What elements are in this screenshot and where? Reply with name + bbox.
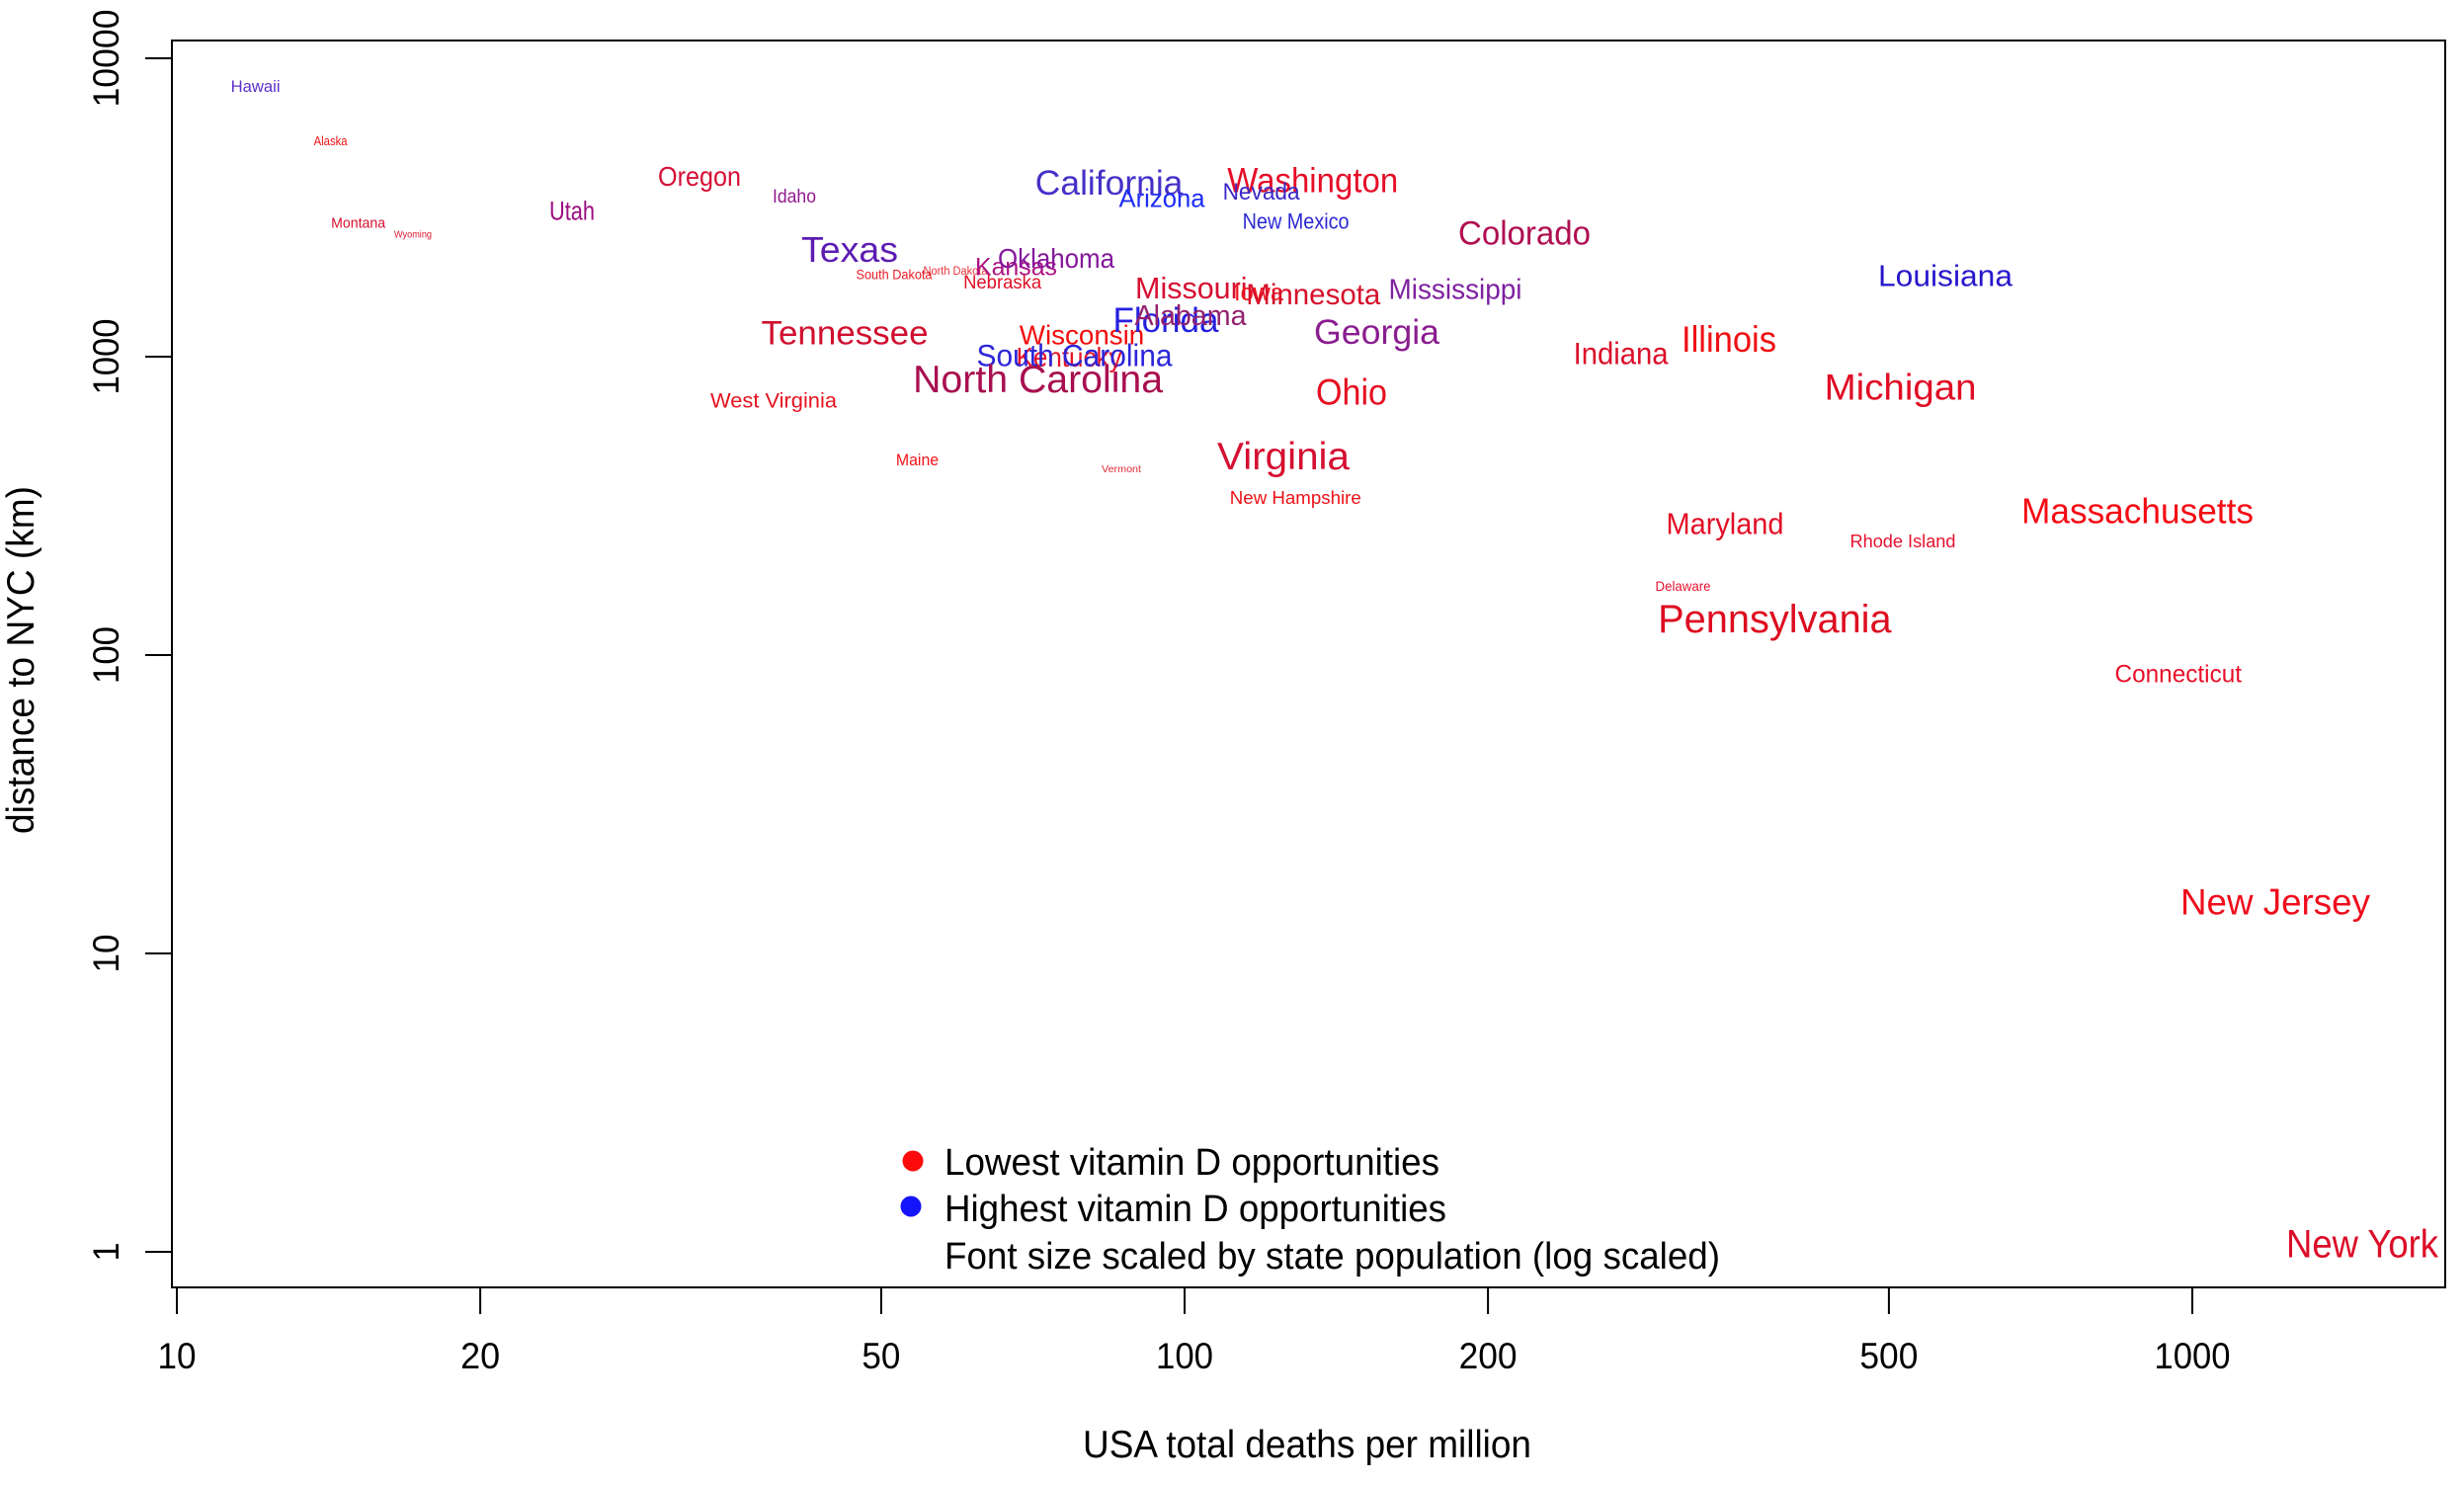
svg-text:Colorado: Colorado xyxy=(1458,215,1591,253)
svg-text:Washington: Washington xyxy=(1227,161,1398,201)
svg-text:Hawaii: Hawaii xyxy=(231,77,281,96)
svg-text:South Dakota: South Dakota xyxy=(857,267,933,283)
svg-text:Florida: Florida xyxy=(1113,300,1219,340)
svg-text:Delaware: Delaware xyxy=(1656,578,1711,594)
svg-text:Massachusetts: Massachusetts xyxy=(2021,490,2254,531)
svg-text:Oklahoma: Oklahoma xyxy=(998,243,1115,274)
svg-text:Connecticut: Connecticut xyxy=(2115,661,2243,689)
svg-text:100: 100 xyxy=(86,626,126,684)
svg-text:Highest vitamin D opportunitie: Highest vitamin D opportunities xyxy=(945,1189,1446,1230)
svg-text:10: 10 xyxy=(86,935,126,973)
svg-text:Virginia: Virginia xyxy=(1217,436,1350,478)
svg-text:Arizona: Arizona xyxy=(1119,184,1206,213)
svg-text:Maine: Maine xyxy=(896,452,939,469)
svg-text:Maryland: Maryland xyxy=(1667,508,1784,541)
svg-text:1000: 1000 xyxy=(2155,1336,2231,1376)
svg-text:Wisconsin: Wisconsin xyxy=(1020,320,1145,351)
svg-text:200: 200 xyxy=(1459,1336,1518,1376)
svg-text:Illinois: Illinois xyxy=(1682,319,1776,360)
svg-text:Montana: Montana xyxy=(331,214,386,231)
svg-text:1000: 1000 xyxy=(86,319,126,395)
svg-text:Georgia: Georgia xyxy=(1314,313,1440,352)
svg-text:10: 10 xyxy=(158,1336,197,1376)
svg-text:West Virginia: West Virginia xyxy=(710,387,838,412)
svg-text:Indiana: Indiana xyxy=(1574,335,1669,371)
svg-text:Pennsylvania: Pennsylvania xyxy=(1658,598,1892,641)
svg-text:New Hampshire: New Hampshire xyxy=(1230,488,1361,508)
svg-text:Utah: Utah xyxy=(549,197,595,226)
svg-text:500: 500 xyxy=(1859,1336,1918,1376)
svg-text:Vermont: Vermont xyxy=(1102,463,1141,475)
svg-text:Lowest vitamin D opportunities: Lowest vitamin D opportunities xyxy=(945,1142,1439,1184)
svg-text:Mississippi: Mississippi xyxy=(1389,275,1522,306)
svg-text:Missouri: Missouri xyxy=(1135,272,1248,305)
svg-text:California: California xyxy=(1035,164,1184,203)
svg-text:Tennessee: Tennessee xyxy=(762,315,929,353)
svg-text:10000: 10000 xyxy=(86,10,126,108)
svg-text:Ohio: Ohio xyxy=(1316,371,1387,413)
svg-text:1: 1 xyxy=(86,1243,126,1262)
svg-text:100: 100 xyxy=(1156,1336,1213,1376)
svg-text:South Carolina: South Carolina xyxy=(977,338,1173,373)
svg-text:USA total deaths per million: USA total deaths per million xyxy=(1083,1424,1531,1466)
svg-text:New Jersey: New Jersey xyxy=(2180,882,2370,923)
svg-text:North Dakota: North Dakota xyxy=(924,266,989,278)
svg-text:Nevada: Nevada xyxy=(1223,179,1301,206)
svg-text:Texas: Texas xyxy=(801,229,898,270)
svg-text:Iowa: Iowa xyxy=(1234,280,1284,306)
svg-text:Wyoming: Wyoming xyxy=(394,230,432,241)
svg-text:Kentucky: Kentucky xyxy=(1017,342,1122,372)
svg-text:Michigan: Michigan xyxy=(1825,368,1977,408)
svg-text:Minnesota: Minnesota xyxy=(1246,279,1380,311)
svg-text:Louisiana: Louisiana xyxy=(1878,258,2013,292)
svg-text:Rhode Island: Rhode Island xyxy=(1850,532,1956,551)
svg-text:distance to NYC (km): distance to NYC (km) xyxy=(0,486,42,834)
svg-text:North Carolina: North Carolina xyxy=(913,359,1163,401)
svg-text:Oregon: Oregon xyxy=(658,161,741,192)
svg-text:Alaska: Alaska xyxy=(314,134,348,148)
svg-text:Alabama: Alabama xyxy=(1135,300,1248,332)
svg-text:Idaho: Idaho xyxy=(773,186,816,207)
svg-text:50: 50 xyxy=(862,1336,900,1376)
svg-text:Kansas: Kansas xyxy=(975,254,1057,282)
svg-text:20: 20 xyxy=(460,1336,500,1376)
svg-text:Font size scaled by state popu: Font size scaled by state population (lo… xyxy=(945,1236,1720,1278)
svg-text:New York: New York xyxy=(2286,1223,2439,1267)
svg-text:New Mexico: New Mexico xyxy=(1243,208,1350,233)
svg-text:Nebraska: Nebraska xyxy=(963,272,1041,293)
